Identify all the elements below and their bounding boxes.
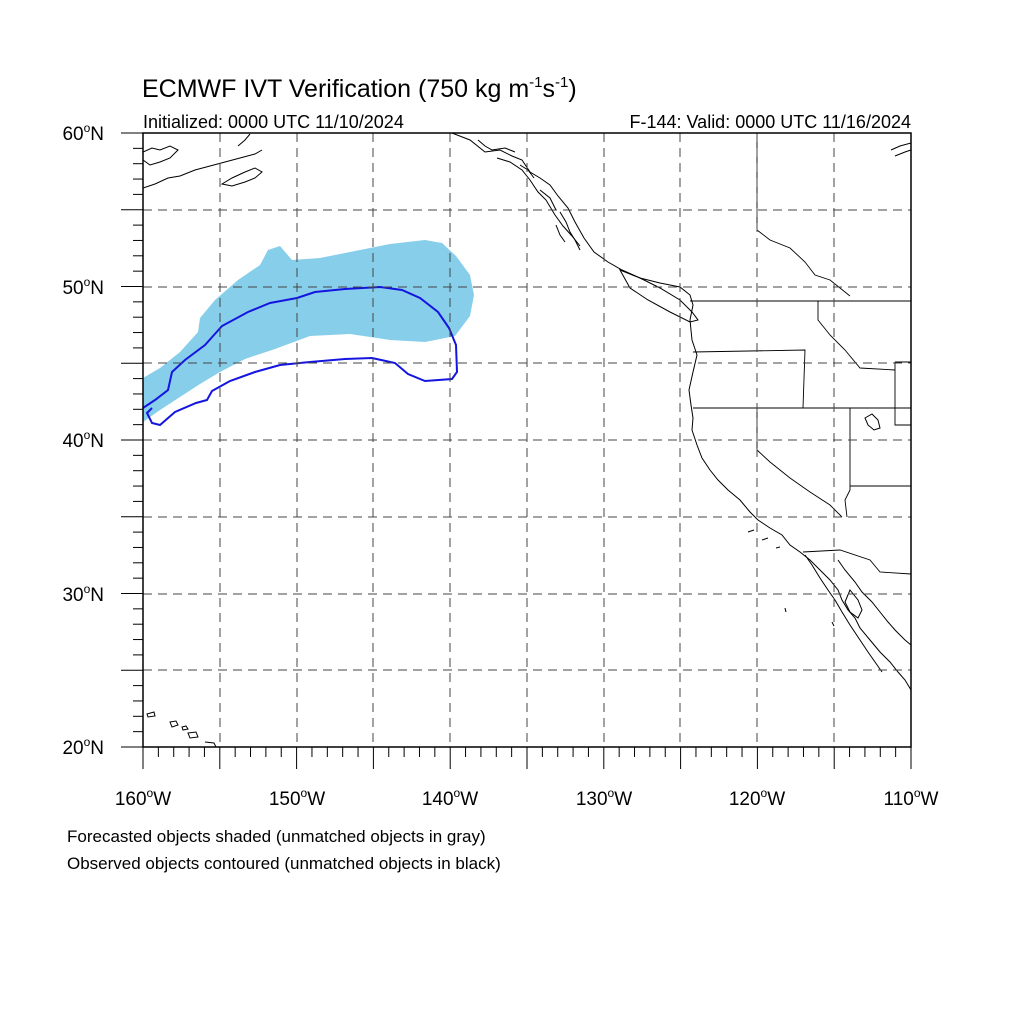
lon-label-110w: 110oW [884,786,939,810]
footnote-observed: Observed objects contoured (unmatched ob… [67,854,501,873]
lon-label-140w: 140oW [422,786,478,810]
latitude-labels: 20oN 30oN 40oN 50oN 60oN [62,121,104,759]
lat-label-20: 20oN [62,735,104,759]
hawaiian-islands [146,711,217,747]
footnote-forecast: Forecasted objects shaded (unmatched obj… [67,827,486,846]
political-borders [690,133,911,575]
coastline [451,133,911,691]
valid-label: F-144: Valid: 0000 UTC 11/16/2024 [629,112,911,132]
lat-label-50: 50oN [62,275,104,299]
asian-coast [143,133,263,189]
lon-label-150w: 150oW [269,786,325,810]
grid-lines [143,133,911,747]
initialized-label: Initialized: 0000 UTC 11/10/2024 [143,112,404,132]
axis-ticks [121,132,912,769]
lon-label-120w: 120oW [729,786,785,810]
observed-object-contour [143,285,459,427]
lat-label-60: 60oN [62,121,104,145]
lat-label-40: 40oN [62,428,104,452]
forecast-object-shaded [143,240,474,422]
map-plot-area [143,133,911,747]
lon-label-160w: 160oW [115,786,171,810]
lon-label-130w: 130oW [576,786,632,810]
lat-label-30: 30oN [62,582,104,606]
map-title: ECMWF IVT Verification (750 kg m-1s-1) [142,74,577,103]
longitude-labels: 160oW 150oW 140oW 130oW 120oW 110oW [115,786,939,810]
